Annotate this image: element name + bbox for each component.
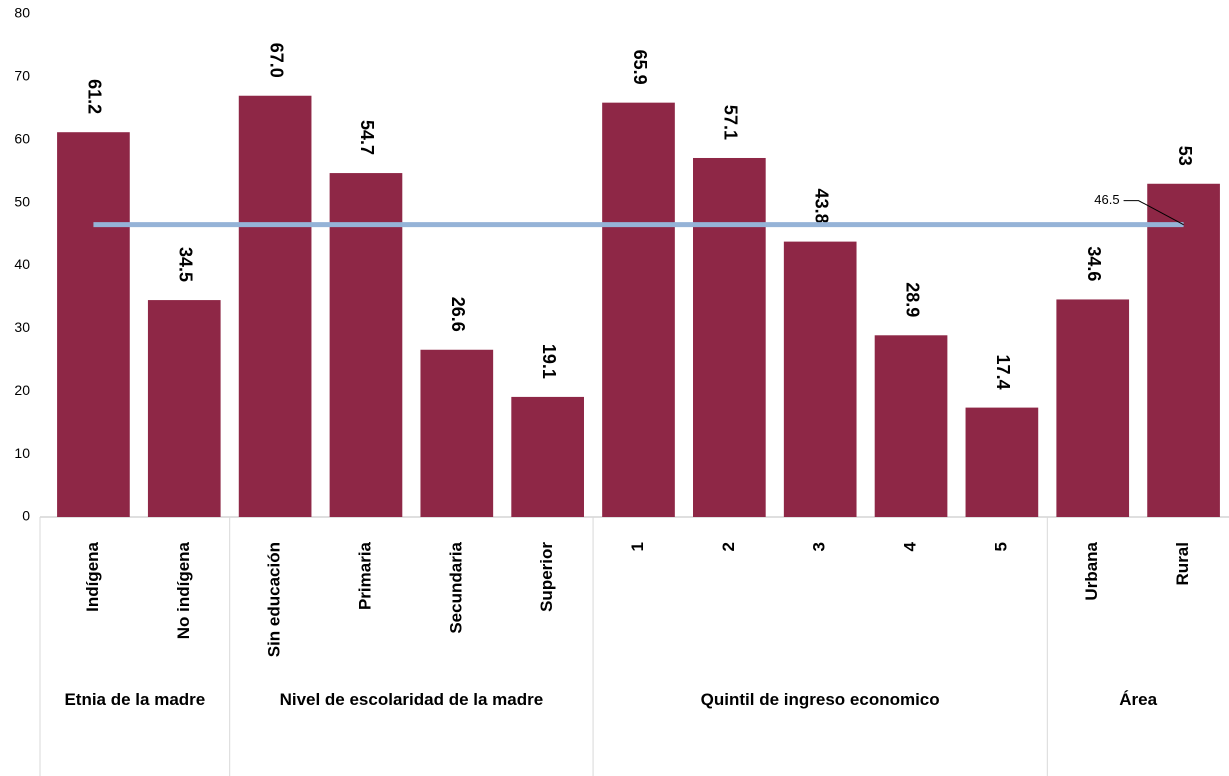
x-tick-label: No indígena (174, 541, 193, 639)
y-tick-label: 60 (14, 130, 30, 146)
x-tick-label: 1 (628, 542, 647, 551)
value-label: 17.4 (993, 355, 1013, 390)
value-label: 61.2 (85, 79, 105, 114)
y-tick-label: 40 (14, 256, 30, 272)
bar (1056, 299, 1130, 517)
bar (238, 95, 312, 518)
group-label: Nivel de escolaridad de la madre (279, 690, 544, 709)
y-tick-label: 80 (14, 5, 30, 21)
y-tick-label: 20 (14, 382, 30, 398)
reference-leader (1123, 200, 1184, 226)
x-tick-label: Urbana (1082, 541, 1101, 600)
value-label: 28.9 (902, 282, 922, 317)
x-tick-label: Sin educación (265, 542, 284, 657)
y-tick-label: 30 (14, 319, 30, 335)
bar (602, 102, 675, 517)
value-label: 67.0 (266, 43, 286, 78)
bar (693, 157, 766, 517)
x-tick-label: Secundaria (446, 541, 465, 633)
y-tick-label: 10 (14, 445, 30, 461)
bar (874, 335, 948, 517)
value-label: 53 (1175, 146, 1195, 166)
group-label: Etnia de la madre (64, 690, 206, 709)
value-label: 65.9 (630, 50, 650, 85)
value-label: 19.1 (539, 344, 559, 379)
bar (329, 173, 403, 518)
value-label: 34.6 (1084, 246, 1104, 281)
x-tick-label: Indígena (83, 541, 102, 611)
bar (1147, 183, 1220, 517)
value-label: 26.6 (448, 297, 468, 332)
y-tick-label: 70 (14, 68, 30, 84)
x-tick-label: Superior (537, 542, 556, 612)
bar (147, 300, 221, 517)
y-tick-label: 0 (22, 508, 30, 524)
bar (783, 241, 857, 518)
value-label: 57.1 (721, 105, 741, 140)
bar (511, 396, 584, 517)
x-tick-label: 5 (991, 542, 1010, 551)
x-tick-label: 2 (719, 542, 738, 551)
group-label: Quintil de ingreso economico (700, 690, 940, 709)
x-tick-label: 3 (810, 542, 829, 551)
reference-label: 46.5 (1094, 192, 1119, 207)
group-label: Área (1119, 690, 1158, 709)
y-tick-label: 50 (14, 193, 30, 209)
bar (420, 349, 494, 517)
value-label: 54.7 (357, 120, 377, 155)
bar (965, 407, 1039, 517)
bar (57, 132, 130, 517)
value-label: 34.5 (176, 247, 196, 282)
x-tick-label: Primaria (355, 541, 374, 610)
x-tick-label: 4 (901, 541, 920, 551)
value-label: 43.8 (811, 189, 831, 224)
x-tick-label: Rural (1173, 542, 1192, 585)
